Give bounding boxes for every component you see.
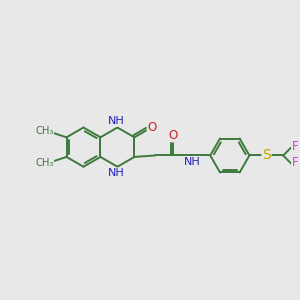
Text: F: F: [292, 157, 299, 169]
Text: NH: NH: [108, 168, 124, 178]
Text: CH₃: CH₃: [35, 158, 53, 168]
Text: O: O: [168, 129, 178, 142]
Text: CH₃: CH₃: [35, 126, 53, 136]
Text: NH: NH: [108, 116, 124, 126]
Text: NH: NH: [184, 157, 200, 166]
Text: S: S: [262, 148, 271, 162]
Text: F: F: [292, 140, 299, 153]
Text: O: O: [147, 121, 157, 134]
